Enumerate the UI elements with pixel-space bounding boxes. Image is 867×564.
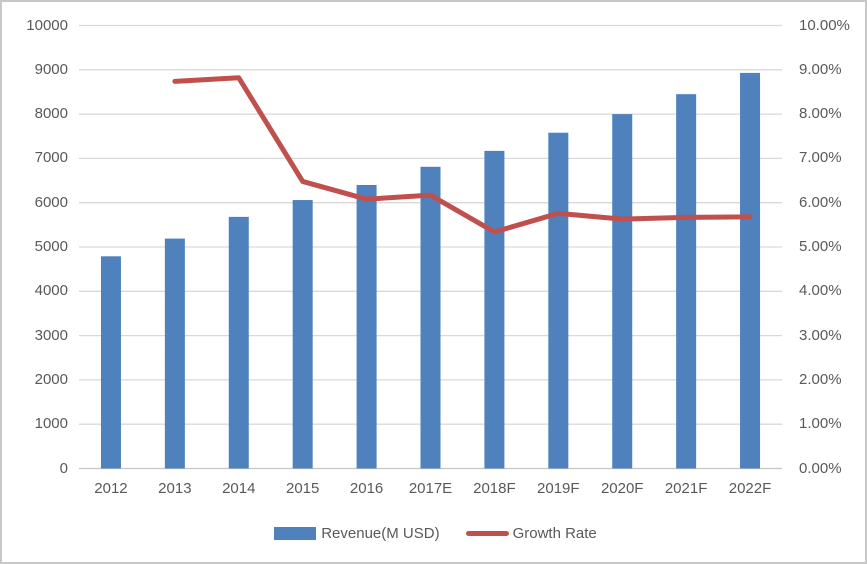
- left-axis-tick-label: 10000: [26, 16, 68, 34]
- growth-rate-series-label: Growth Rate: [512, 525, 597, 542]
- right-axis-tick-label: 2.00%: [799, 370, 842, 388]
- left-axis-tick-label: 8000: [34, 105, 68, 123]
- x-axis-tick-label: 2012: [94, 480, 128, 497]
- left-axis-tick-label: 0: [59, 459, 68, 477]
- x-axis-tick-label: 2014: [222, 480, 256, 497]
- left-axis-tick-label: 4000: [34, 282, 68, 300]
- x-axis-tick-label: 2015: [285, 480, 320, 497]
- revenue-bar: [164, 238, 185, 469]
- right-axis-tick-label: 3.00%: [799, 326, 842, 344]
- revenue-bar: [420, 166, 441, 469]
- x-axis-tick-label: 2021F: [664, 480, 708, 497]
- x-axis-tick-label: 2019F: [537, 480, 580, 497]
- x-axis-tick-label: 2022F: [728, 480, 772, 497]
- right-axis-tick-label: 8.00%: [799, 105, 842, 123]
- right-axis-tick-label: 9.00%: [799, 60, 842, 78]
- revenue-series-label: Revenue(M USD): [321, 525, 440, 542]
- revenue-bar: [228, 216, 249, 469]
- revenue-bar: [548, 132, 569, 469]
- growth-rate-line: [172, 75, 753, 235]
- revenue-bar: [740, 72, 761, 469]
- x-axis-tick-label: 2016: [349, 480, 384, 497]
- left-axis-tick-label: 1000: [34, 415, 68, 433]
- x-axis-tick-label: 2018F: [473, 480, 516, 497]
- left-axis-tick-label: 2000: [34, 370, 68, 388]
- growth-rate-series-swatch: [465, 531, 509, 536]
- chart-legend: Revenue(M USD) Growth Rate: [2, 525, 865, 542]
- right-axis-tick-label: 5.00%: [799, 238, 842, 255]
- left-axis-tick-label: 6000: [34, 193, 68, 211]
- revenue-bar: [676, 94, 697, 469]
- revenue-bar: [292, 200, 313, 469]
- left-axis-tick-label: 7000: [34, 149, 68, 167]
- right-axis-tick-label: 10.00%: [799, 16, 850, 34]
- x-axis-tick-label: 2013: [158, 480, 192, 497]
- revenue-bar: [100, 256, 121, 469]
- right-axis-tick-label: 6.00%: [799, 193, 842, 211]
- right-axis-tick-label: 0.00%: [799, 459, 842, 477]
- left-axis-tick-label: 9000: [34, 60, 68, 78]
- left-axis-tick-label: 3000: [34, 326, 68, 344]
- right-axis-tick-label: 1.00%: [799, 415, 842, 433]
- revenue-bar: [356, 184, 377, 469]
- left-axis-tick-label: 5000: [34, 238, 68, 255]
- x-axis-tick-label: 2020F: [600, 480, 644, 497]
- right-axis-tick-label: 4.00%: [799, 282, 842, 300]
- revenue-bar: [484, 150, 505, 469]
- x-axis-tick-label: 2017E: [408, 480, 453, 497]
- right-axis-tick-label: 7.00%: [799, 149, 842, 167]
- revenue-series-swatch: [274, 527, 317, 540]
- revenue-bar: [612, 114, 633, 469]
